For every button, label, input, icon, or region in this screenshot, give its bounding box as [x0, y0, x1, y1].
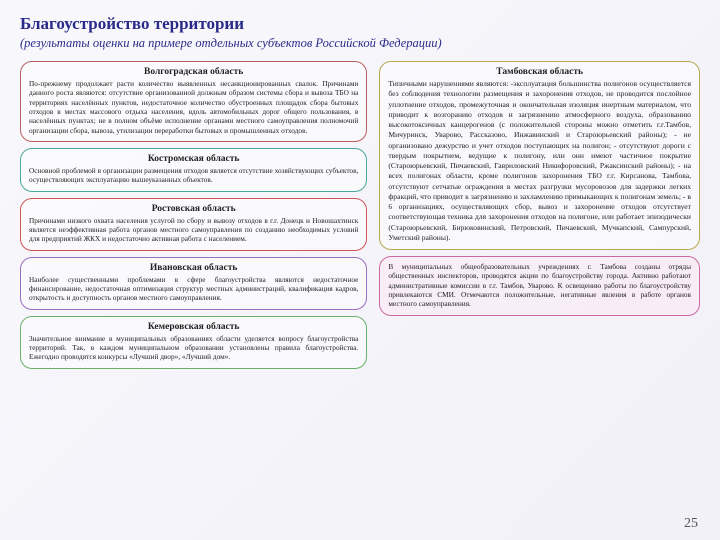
region-header: Волгоградская область: [29, 67, 358, 77]
region-body: Наиболее существенными проблемами в сфер…: [29, 275, 358, 303]
region-box: Ростовская область Причинами низкого охв…: [20, 198, 367, 251]
region-body: Значительное внимание в муниципальных об…: [29, 334, 358, 362]
region-header: Ростовская область: [29, 204, 358, 214]
page-title: Благоустройство территории: [20, 14, 700, 34]
columns: Волгоградская область По-прежнему продол…: [20, 61, 700, 369]
region-header: Костромская область: [29, 154, 358, 164]
page-subtitle: (результаты оценки на примере отдельных …: [20, 36, 700, 51]
extra-body: В муниципальных общеобразовательных учре…: [388, 262, 691, 309]
region-header: Ивановская область: [29, 263, 358, 273]
page-number: 25: [684, 516, 698, 532]
region-body: Типичными нарушениями являются: -эксплуа…: [388, 79, 691, 243]
region-body: По-прежнему продолжает расти количество …: [29, 79, 358, 135]
left-column: Волгоградская область По-прежнему продол…: [20, 61, 367, 369]
region-box: Волгоградская область По-прежнему продол…: [20, 61, 367, 142]
region-box: Тамбовская область Типичными нарушениями…: [379, 61, 700, 250]
region-body: Причинами низкого охвата населения услуг…: [29, 216, 358, 244]
region-box: Костромская область Основной проблемой в…: [20, 148, 367, 192]
region-box: Ивановская область Наиболее существенным…: [20, 257, 367, 310]
right-column: Тамбовская область Типичными нарушениями…: [379, 61, 700, 369]
region-header: Кемеровская область: [29, 322, 358, 332]
region-box: Кемеровская область Значительное внимани…: [20, 316, 367, 369]
region-body: Основной проблемой в организации размеще…: [29, 166, 358, 185]
region-header: Тамбовская область: [388, 67, 691, 77]
extra-box: В муниципальных общеобразовательных учре…: [379, 256, 700, 316]
